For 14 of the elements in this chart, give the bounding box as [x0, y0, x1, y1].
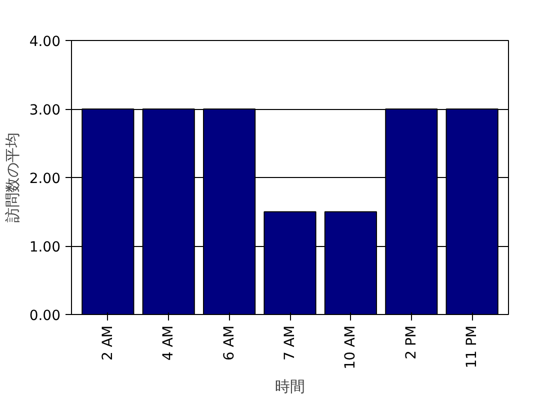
- y-tick-label: 2.00: [29, 171, 60, 187]
- y-tick-label: 3.00: [29, 102, 60, 118]
- x-tick-label: 10 AM: [342, 326, 359, 370]
- y-tick-label: 1.00: [29, 240, 60, 256]
- x-tick-label: 11 PM: [464, 325, 480, 368]
- y-axis-title: 訪問数の平均: [3, 132, 22, 222]
- y-tick-label: 4.00: [29, 34, 60, 50]
- y-tick-label: 0.00: [29, 308, 60, 324]
- x-axis-title: 時間: [275, 377, 305, 396]
- x-tick-label: 6 AM: [221, 326, 238, 361]
- x-tick-label: 2 PM: [403, 325, 420, 360]
- x-tick-label: 7 AM: [282, 326, 298, 361]
- x-tick-label: 4 AM: [160, 326, 177, 361]
- x-tick-label: 2 AM: [100, 326, 116, 361]
